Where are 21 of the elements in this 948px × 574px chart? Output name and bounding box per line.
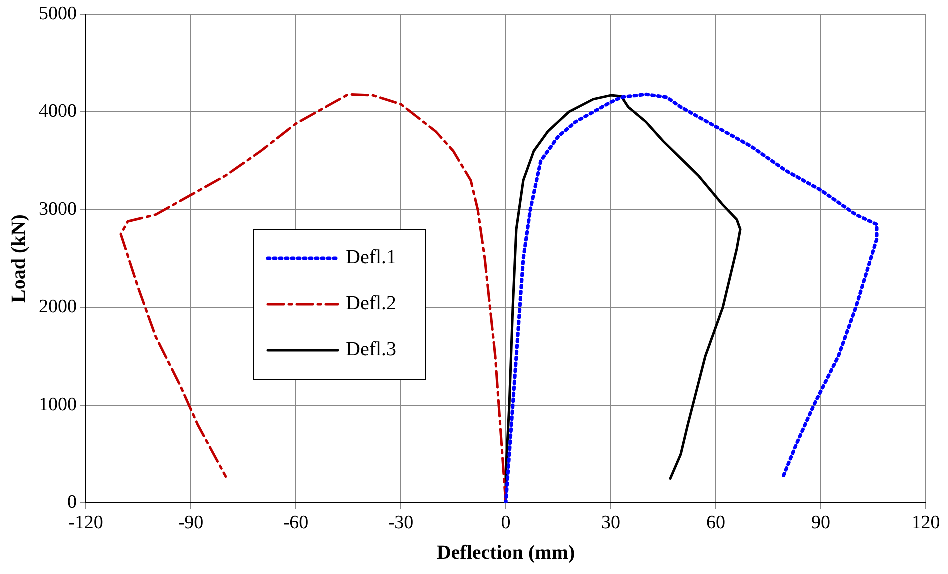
x-tick-label: 0 [501, 512, 511, 534]
x-tick-label: -30 [388, 512, 414, 534]
y-tick-label: 0 [68, 492, 77, 514]
y-tick-label: 3000 [39, 198, 77, 220]
y-axis-title: Load (kN) [8, 214, 30, 303]
x-tick-label: -60 [283, 512, 309, 534]
y-tick-label: 5000 [39, 3, 77, 24]
x-tick-label: 120 [912, 512, 940, 534]
x-tick-label: -120 [68, 512, 104, 534]
x-tick-label: -90 [178, 512, 204, 534]
y-tick-label: 2000 [39, 296, 77, 318]
legend-label: Defl.2 [346, 292, 397, 315]
line-series [504, 92, 879, 504]
x-tick-label: 60 [706, 512, 726, 534]
legend-label: Defl.1 [346, 246, 397, 269]
x-axis-title: Deflection (mm) [436, 542, 576, 564]
y-tick-label: 4000 [39, 101, 77, 122]
y-tick-label: 1000 [39, 394, 77, 416]
x-tick-label: 90 [812, 512, 830, 534]
legend-label: Defl.3 [346, 338, 397, 361]
x-tick-label: 30 [602, 512, 620, 534]
